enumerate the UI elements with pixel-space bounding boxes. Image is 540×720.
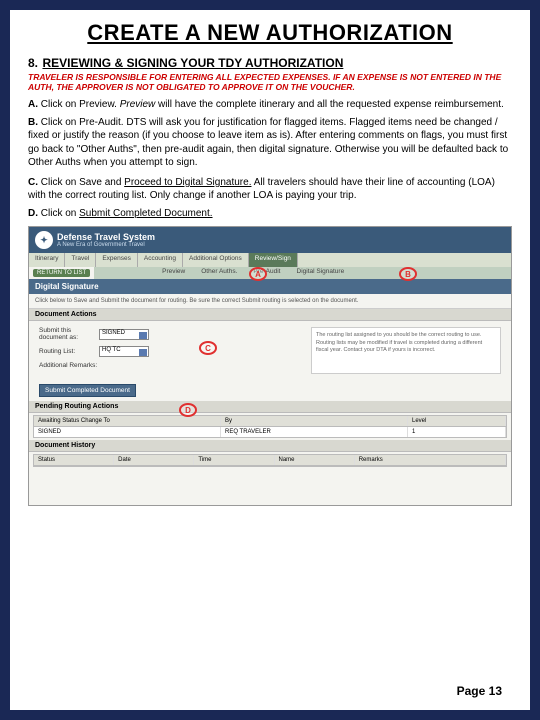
dts-system-name: Defense Travel System [57, 232, 155, 242]
col-status: Status [34, 455, 114, 465]
digital-signature-bar: Digital Signature [29, 279, 511, 294]
tab-review-sign[interactable]: Review/Sign [249, 253, 298, 267]
pending-routing-header: Pending Routing Actions [29, 401, 511, 413]
table-row: SIGNED REQ TRAVELER 1 [34, 427, 506, 437]
col-remarks: Remarks [355, 455, 506, 465]
subtab-other-auths[interactable]: Other Auths. [193, 267, 245, 279]
dts-logo-icon: ✦ [35, 231, 53, 249]
submit-as-select[interactable]: SIGNED [99, 329, 149, 340]
tab-itinerary[interactable]: Itinerary [29, 253, 65, 267]
tab-travel[interactable]: Travel [65, 253, 96, 267]
col-date: Date [114, 455, 194, 465]
col-time: Time [194, 455, 274, 465]
step-a: A. Click on Preview. Preview will have t… [28, 98, 512, 112]
return-to-list-button[interactable]: RETURN TO LIST [33, 269, 90, 277]
step-c: C. Click on Save and Proceed to Digital … [28, 176, 512, 203]
tab-accounting[interactable]: Accounting [138, 253, 183, 267]
dts-tagline: A New Era of Government Travel [57, 242, 155, 248]
pending-table: Awaiting Status Change To By Level SIGNE… [33, 415, 507, 438]
info-text: Click below to Save and Submit the docum… [29, 294, 511, 309]
step-d: D. Click on Submit Completed Document. [28, 207, 512, 221]
subtab-digital-signature[interactable]: Digital Signature [289, 267, 353, 279]
dts-header: ✦ Defense Travel System A New Era of Gov… [29, 227, 511, 253]
submit-as-label: Submit this document as: [39, 327, 99, 341]
col-name: Name [275, 455, 355, 465]
col-level: Level [408, 416, 506, 426]
section-heading: 8. REVIEWING & SIGNING YOUR TDY AUTHORIZ… [28, 54, 512, 72]
document-history-header: Document History [29, 440, 511, 452]
subtab-preview[interactable]: Preview [154, 267, 193, 279]
dts-main-tabs: Itinerary Travel Expenses Accounting Add… [29, 253, 511, 267]
step-a-label: A. [28, 99, 38, 110]
page-frame: CREATE A NEW AUTHORIZATION 8. REVIEWING … [0, 0, 540, 720]
tab-expenses[interactable]: Expenses [96, 253, 138, 267]
step-b: B. Click on Pre-Audit. DTS will ask you … [28, 116, 512, 170]
step-d-label: D. [28, 208, 38, 219]
col-awaiting: Awaiting Status Change To [34, 416, 221, 426]
col-by: By [221, 416, 408, 426]
tab-additional[interactable]: Additional Options [183, 253, 249, 267]
section-title: REVIEWING & SIGNING YOUR TDY AUTHORIZATI… [42, 56, 343, 70]
routing-help-box: The routing list assigned to you should … [311, 327, 501, 374]
history-table: Status Date Time Name Remarks [33, 454, 507, 467]
routing-list-label: Routing List: [39, 348, 99, 355]
doc-actions-header: Document Actions [29, 309, 511, 321]
form-area: Submit this document as: SIGNED Routing … [29, 321, 511, 380]
step-c-label: C. [28, 177, 38, 188]
section-number: 8. [28, 56, 38, 70]
page-number: Page 13 [457, 684, 502, 698]
routing-list-select[interactable]: HQ TC [99, 346, 149, 357]
main-title: CREATE A NEW AUTHORIZATION [28, 20, 512, 46]
warning-note: TRAVELER IS RESPONSIBLE FOR ENTERING ALL… [28, 72, 512, 92]
additional-remarks-label: Additional Remarks: [39, 362, 99, 369]
dts-screenshot: ✦ Defense Travel System A New Era of Gov… [28, 226, 512, 506]
dts-sub-tabs: Preview Other Auths. Pre-Audit Digital S… [94, 267, 511, 279]
step-b-label: B. [28, 117, 38, 128]
submit-completed-button[interactable]: Submit Completed Document [39, 384, 136, 397]
